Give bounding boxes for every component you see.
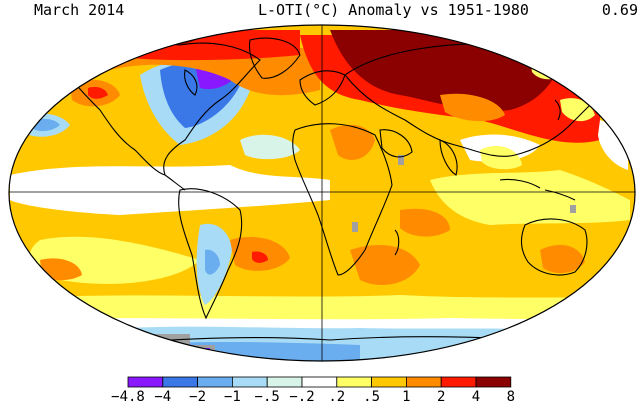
legend-swatch: [475, 376, 512, 388]
legend-swatch: [336, 376, 372, 388]
legend-swatch: [266, 376, 303, 388]
legend-tick-label: 4: [472, 389, 480, 403]
legend-swatch: [405, 376, 442, 388]
period-label: March 2014: [34, 1, 125, 19]
legend-tick-label: −.2: [289, 389, 314, 403]
legend-tick-label: −4.8: [111, 389, 145, 403]
legend-swatch: [440, 376, 477, 388]
map-title: L-OTI(°C) Anomaly vs 1951-1980: [258, 1, 529, 19]
legend-swatch: [162, 376, 199, 388]
legend-tick-label: −2: [189, 389, 206, 403]
legend-swatch: [127, 376, 164, 388]
legend-swatch: [371, 376, 407, 388]
color-legend: −4.8 −4 −2 −1 −.5 −.2 .2 .5 1 2 4 8: [111, 376, 515, 403]
global-mean-value: 0.69: [601, 1, 638, 19]
legend-tick-label: −.5: [255, 389, 280, 403]
legend-tick-label: 2: [437, 389, 445, 403]
globe-outline: [8, 24, 636, 362]
legend-tick-label: 8: [507, 389, 515, 403]
legend-swatch: [301, 376, 338, 388]
anomaly-field: [9, 25, 635, 361]
legend-swatch: [197, 376, 233, 388]
legend-swatch: [231, 376, 268, 388]
legend-tick-label: .5: [363, 389, 380, 403]
legend-tick-label: 1: [402, 389, 410, 403]
legend-tick-label: .2: [328, 389, 345, 403]
temperature-anomaly-map: [8, 24, 636, 362]
legend-tick-label: −1: [224, 389, 241, 403]
legend-tick-label: −4: [154, 389, 171, 403]
